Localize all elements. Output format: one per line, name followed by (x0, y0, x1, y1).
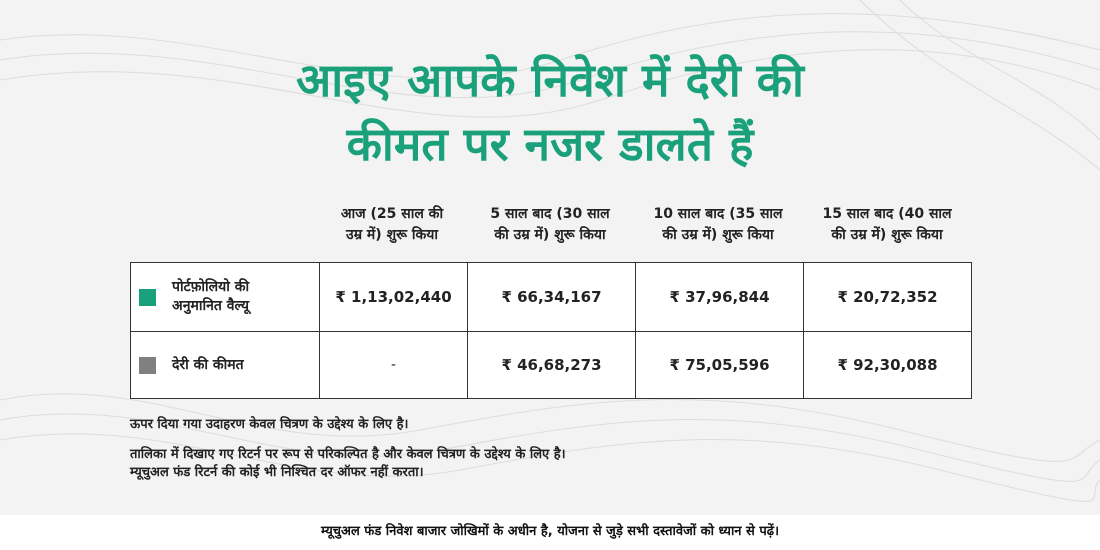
note-no-fixed-rate: म्यूचुअल फंड रिटर्न की कोई भी निश्चित दर… (130, 465, 424, 480)
table-cell: ₹ 20,72,352 (803, 263, 971, 331)
legend-swatch-portfolio (139, 288, 156, 306)
footer-disclaimer: म्यूचुअल फंड निवेश बाजार जोखिमों के अधीन… (0, 515, 1100, 550)
column-header-5-years: 5 साल बाद (30 साल की उम्र में) शुरू किया (490, 206, 610, 243)
column-header-15-years: 15 साल बाद (40 साल की उम्र में) शुरू किय… (822, 206, 952, 243)
note-illustration: ऊपर दिया गया उदाहरण केवल चित्रण के उद्दे… (130, 417, 409, 432)
row-label: देरी की कीमत (172, 356, 244, 373)
column-headers: आज (25 साल की उम्र में) शुरू किया 5 साल … (0, 204, 1100, 254)
table-cell: ₹ 66,34,167 (467, 263, 635, 331)
cost-of-delay-table: पोर्टफ़ोलियो की अनुमानित वैल्यू ₹ 1,13,0… (130, 262, 972, 399)
table-cell: ₹ 46,68,273 (467, 332, 635, 398)
table-cell: ₹ 37,96,844 (635, 263, 803, 331)
title-line-2: कीमत पर नजर डालते हैं (346, 117, 754, 171)
legend-swatch-delay (139, 356, 156, 374)
disclaimer-notes: ऊपर दिया गया उदाहरण केवल चित्रण के उद्दे… (130, 416, 930, 482)
row-label: पोर्टफ़ोलियो की अनुमानित वैल्यू (172, 279, 250, 314)
row-label-cell: पोर्टफ़ोलियो की अनुमानित वैल्यू (131, 263, 319, 331)
table-row-portfolio-value: पोर्टफ़ोलियो की अनुमानित वैल्यू ₹ 1,13,0… (131, 263, 971, 332)
table-cell: ₹ 1,13,02,440 (319, 263, 467, 331)
note-returns-hypothetical: तालिका में दिखाए गए रिटर्न पर रूप से परि… (130, 447, 566, 462)
table-cell: ₹ 92,30,088 (803, 332, 971, 398)
row-label-cell: देरी की कीमत (131, 332, 319, 398)
column-header-today: आज (25 साल की उम्र में) शुरू किया (340, 206, 444, 243)
column-header-10-years: 10 साल बाद (35 साल की उम्र में) शुरू किय… (653, 206, 783, 243)
table-row-cost-of-delay: देरी की कीमत - ₹ 46,68,273 ₹ 75,05,596 ₹… (131, 332, 971, 398)
page-title: आइए आपके निवेश में देरी की कीमत पर नजर ड… (0, 48, 1100, 176)
table-cell: - (319, 332, 467, 398)
background-waves (0, 0, 1100, 502)
title-line-1: आइए आपके निवेश में देरी की (296, 53, 804, 107)
table-cell: ₹ 75,05,596 (635, 332, 803, 398)
